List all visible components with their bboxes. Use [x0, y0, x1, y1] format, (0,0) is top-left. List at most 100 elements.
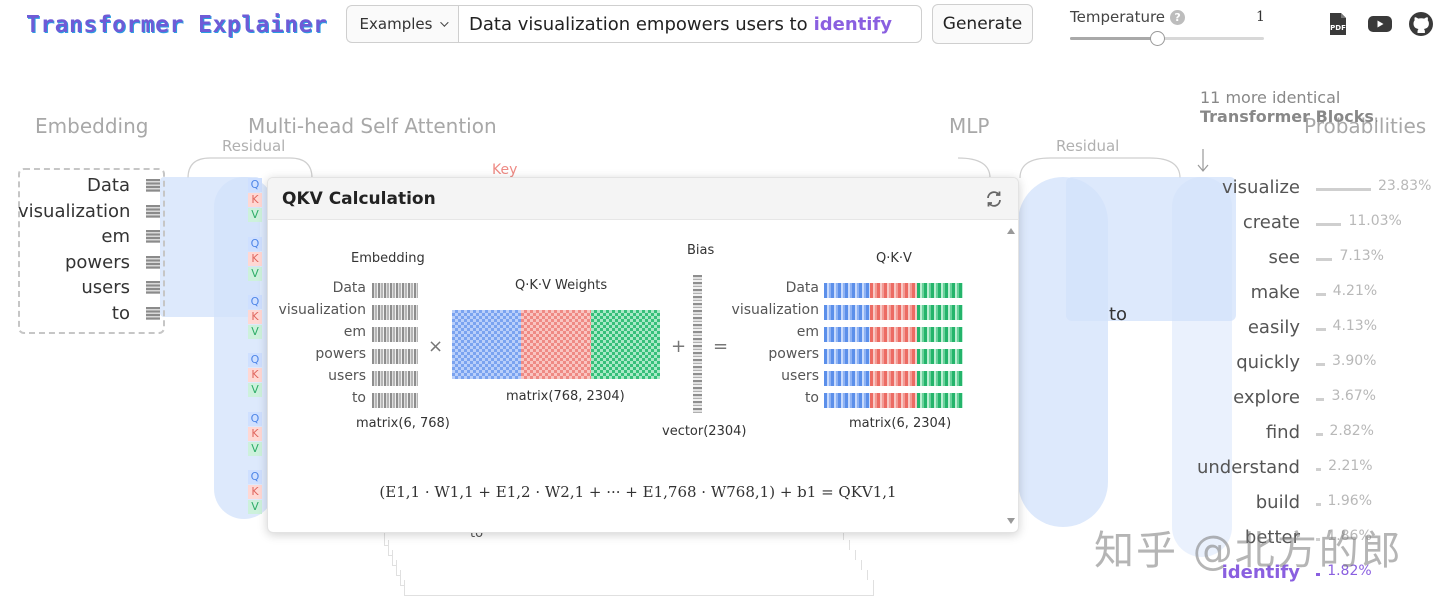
blocks-note-line: 11 more identical: [1200, 88, 1341, 107]
scroll-up-icon[interactable]: [1007, 228, 1015, 234]
k-segment: [870, 305, 917, 320]
embedding-box[interactable]: [18, 168, 165, 334]
embedding-token[interactable]: to: [111, 302, 130, 324]
probability-bar: [1316, 293, 1326, 296]
qkv-formula: (E1,1 · W1,1 + E1,2 · W2,1 + ··· + E1,76…: [379, 483, 897, 501]
query-cell: Q: [248, 470, 262, 484]
examples-dropdown[interactable]: Examples: [346, 5, 459, 43]
probability-row[interactable]: see 7.13%: [1180, 247, 1440, 271]
help-icon[interactable]: ?: [1170, 9, 1186, 25]
key-cell: K: [248, 193, 262, 207]
qkv-output-row: [824, 305, 963, 320]
prompt-input[interactable]: Data visualization empowers users to ide…: [458, 5, 922, 43]
query-cell: Q: [248, 237, 262, 251]
probability-row[interactable]: make 4.21%: [1180, 282, 1440, 306]
output-row-label: visualization: [731, 302, 819, 318]
probability-row[interactable]: easily 4.13%: [1180, 317, 1440, 341]
value-cell: V: [248, 208, 262, 222]
mlp-title: MLP: [949, 114, 990, 138]
key-cell: K: [248, 310, 262, 324]
probability-row[interactable]: better 1.86%: [1180, 527, 1440, 551]
probability-row[interactable]: create 11.03%: [1180, 212, 1440, 236]
weights-matrix-label: Q·K·V Weights: [515, 278, 608, 293]
probability-row[interactable]: find 2.82%: [1180, 422, 1440, 446]
embedding-token[interactable]: users: [81, 277, 130, 299]
probability-row[interactable]: identify 1.82%: [1180, 562, 1440, 586]
attention-title: Multi-head Self Attention: [248, 114, 497, 138]
probability-row[interactable]: build 1.96%: [1180, 492, 1440, 516]
probability-value: 3.90%: [1332, 353, 1377, 369]
flow-band: [1172, 177, 1232, 557]
probability-token: explore: [1233, 387, 1300, 408]
embedding-token[interactable]: visualization: [18, 200, 131, 222]
pdf-icon[interactable]: PDF: [1325, 11, 1351, 37]
probability-value: 1.82%: [1327, 563, 1372, 579]
value-cell: V: [248, 500, 262, 514]
probability-row[interactable]: understand 2.21%: [1180, 457, 1440, 481]
probability-value: 4.13%: [1332, 318, 1378, 334]
embedding-row-label: to: [351, 390, 366, 406]
flow-band: [214, 177, 274, 519]
qkv-calculation-panel: QKV Calculation Embedding Q·K·V Weights …: [267, 177, 1019, 533]
probability-token: make: [1250, 282, 1300, 303]
flow-band: [1066, 177, 1236, 321]
embedding-token[interactable]: em: [101, 226, 130, 248]
query-cell: Q: [248, 412, 262, 426]
embedding-title: Embedding: [35, 114, 149, 138]
probability-token: easily: [1247, 317, 1300, 338]
probability-row[interactable]: visualize 23.83%: [1180, 177, 1440, 201]
probability-bar: [1316, 258, 1333, 261]
output-row-label: to: [804, 390, 819, 406]
q-segment: [824, 283, 871, 298]
probability-bar: [1316, 398, 1325, 401]
key-label: Key: [492, 162, 518, 178]
temperature-label-text: Temperature: [1070, 8, 1166, 26]
temperature-slider[interactable]: [1070, 31, 1264, 46]
down-arrow-icon: [1197, 149, 1209, 172]
probability-bar: [1316, 433, 1323, 436]
probability-value: 1.86%: [1327, 528, 1372, 544]
probability-token: find: [1265, 422, 1300, 443]
embedding-vector: [146, 307, 160, 320]
output-shape: matrix(6, 2304): [849, 416, 952, 431]
probabilities-title: Probabilities: [1304, 114, 1427, 138]
embedding-row: [372, 393, 418, 408]
refresh-icon[interactable]: [984, 189, 1004, 209]
panel-scrollbar[interactable]: [1006, 228, 1016, 524]
github-icon[interactable]: [1408, 11, 1434, 37]
output-row-label: users: [781, 368, 819, 384]
embedding-token[interactable]: Data: [87, 175, 130, 196]
value-weights: [590, 310, 660, 379]
key-weights: [521, 310, 591, 379]
prompt-text: Data visualization empowers users to: [469, 13, 808, 35]
embedding-token[interactable]: powers: [64, 251, 130, 273]
probability-row[interactable]: explore 3.67%: [1180, 387, 1440, 411]
temperature-label: Temperature ?: [1070, 8, 1186, 26]
probability-bar: [1316, 468, 1322, 471]
qkv-output-row: [824, 349, 963, 364]
residual-bracket: [187, 157, 313, 179]
probability-row[interactable]: quickly 3.90%: [1180, 352, 1440, 376]
probability-bar: [1316, 573, 1321, 576]
probability-token: build: [1255, 492, 1300, 513]
embedding-shape: matrix(6, 768): [356, 416, 450, 431]
output-row-label: Data: [785, 280, 819, 296]
probability-bar: [1316, 363, 1325, 366]
probability-token: better: [1244, 527, 1300, 548]
key-cell: K: [248, 427, 262, 441]
temperature-slider-thumb[interactable]: [1150, 31, 1166, 46]
probability-bar: [1316, 328, 1326, 331]
probability-bar: [1316, 503, 1321, 506]
k-segment: [870, 393, 917, 408]
scroll-down-icon[interactable]: [1007, 518, 1015, 524]
generate-button[interactable]: Generate: [932, 4, 1033, 44]
youtube-icon[interactable]: [1367, 11, 1393, 37]
plus-operator: +: [671, 336, 687, 357]
temperature-value: 1: [1256, 9, 1265, 25]
